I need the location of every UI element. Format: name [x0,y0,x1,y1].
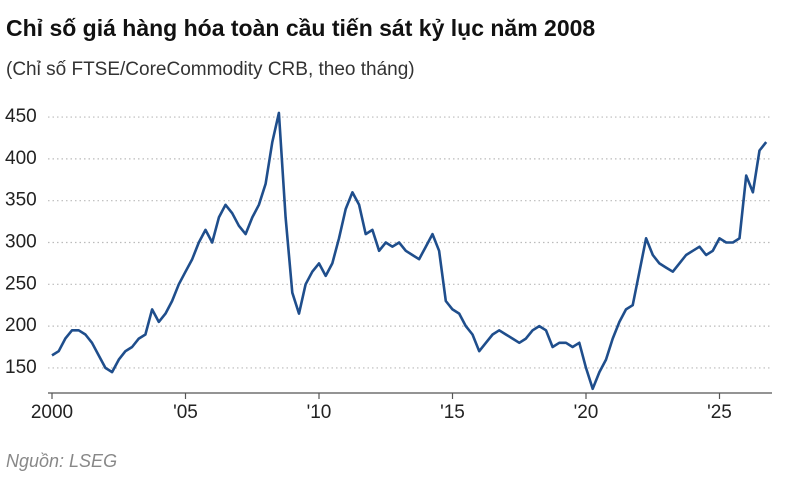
x-tick-label: '15 [440,402,465,423]
y-tick-label: 200 [5,315,37,336]
x-tick-label: 2000 [31,402,73,423]
y-tick-label: 150 [5,357,37,378]
y-tick-label: 250 [5,273,37,294]
y-tick-label: 350 [5,190,37,211]
y-tick-label: 400 [5,148,37,169]
chart-subtitle: (Chỉ số FTSE/CoreCommodity CRB, theo thá… [6,59,415,80]
data-line [51,111,768,391]
x-tick-label: '25 [707,402,732,423]
chart-title: Chỉ số giá hàng hóa toàn cầu tiến sát kỷ… [6,15,595,41]
source: Nguồn: LSEG [6,451,117,471]
y-tick-label: 450 [5,106,37,127]
x-tick-label: '10 [307,402,332,423]
x-tick-label: '20 [574,402,599,423]
x-tick-label: '05 [173,402,198,423]
y-tick-label: 300 [5,231,37,252]
